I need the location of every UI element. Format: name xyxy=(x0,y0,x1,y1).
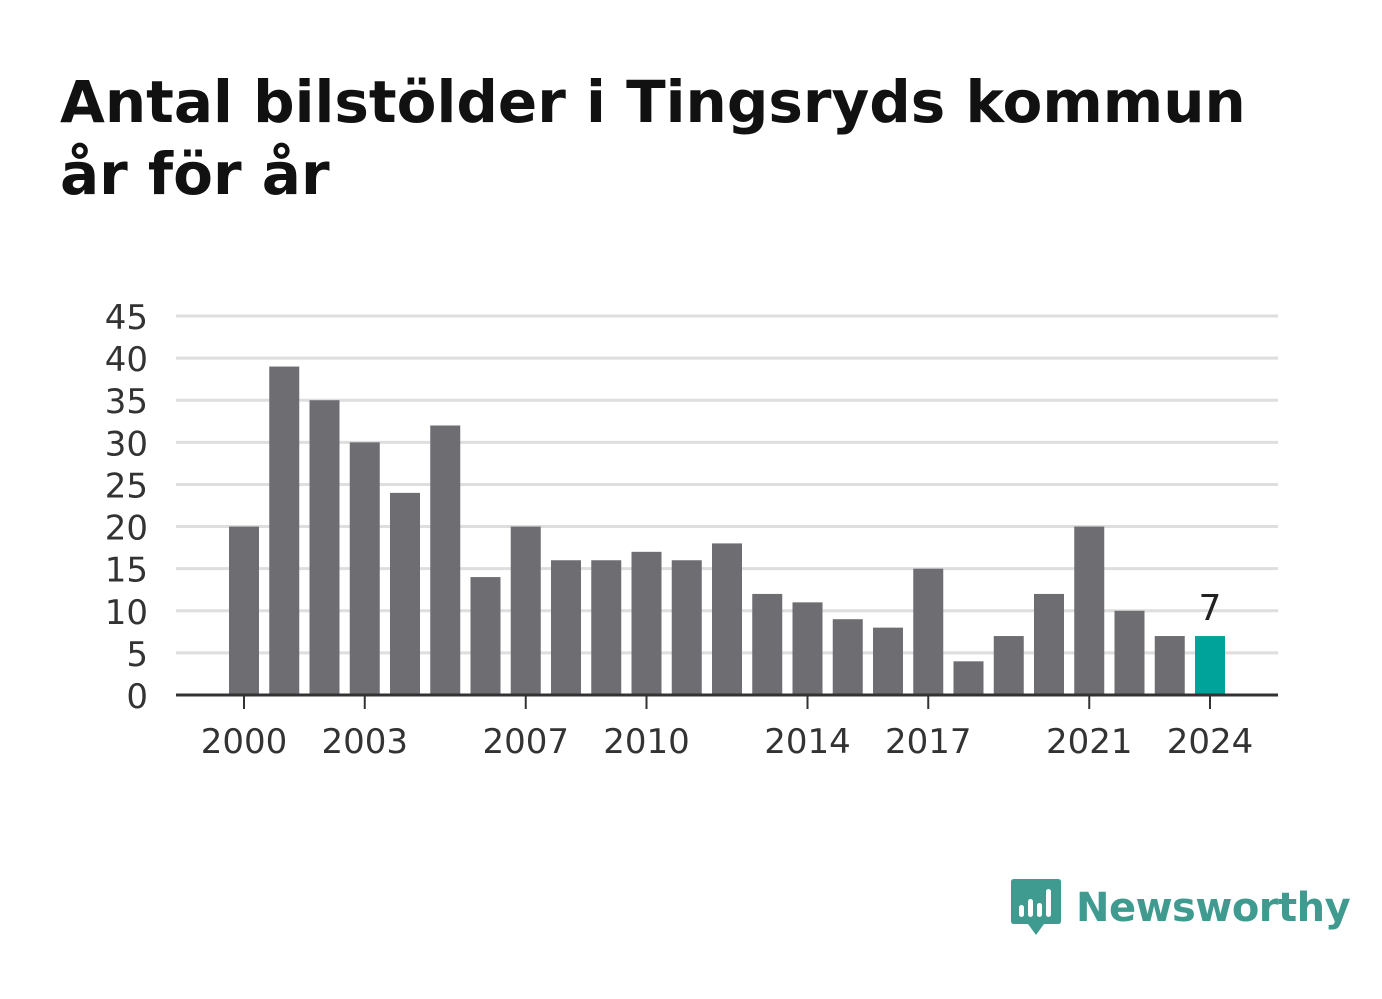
bar-2001 xyxy=(269,366,300,695)
y-tick-label: 45 xyxy=(105,298,148,338)
y-tick-label: 30 xyxy=(105,424,148,464)
bar-2021 xyxy=(1074,526,1105,695)
bar-2000 xyxy=(229,526,259,695)
bar-2018 xyxy=(953,661,984,695)
bar-2023 xyxy=(1154,636,1185,695)
bar-2004 xyxy=(390,492,420,695)
data-label-2024: 7 xyxy=(1199,588,1222,629)
x-tick-label: 2014 xyxy=(764,722,851,762)
bar-2007 xyxy=(510,526,541,695)
bar-2006 xyxy=(470,577,501,695)
y-tick-label: 10 xyxy=(105,593,148,633)
bar-2011 xyxy=(671,560,702,695)
brand-name: Newsworthy xyxy=(1076,885,1351,931)
x-tick-label: 2010 xyxy=(603,722,690,762)
x-axis-labels: 2000 2003 2007 2010 2014 2017 2021 2024 xyxy=(201,695,1254,762)
x-tick-label: 2021 xyxy=(1046,722,1133,762)
y-tick-label: 5 xyxy=(126,635,148,675)
x-tick-label: 2007 xyxy=(482,722,569,762)
bar-2017 xyxy=(913,568,944,695)
bar-2022 xyxy=(1114,610,1145,695)
newsworthy-logo: Newsworthy xyxy=(1010,876,1351,940)
x-tick-label: 2017 xyxy=(885,722,972,762)
x-tick-label: 2000 xyxy=(201,722,288,762)
bar-2005 xyxy=(430,425,461,695)
bar-2020 xyxy=(1034,593,1064,695)
y-tick-label: 0 xyxy=(126,677,148,717)
bar-2002 xyxy=(309,400,340,695)
bar-2014 xyxy=(792,602,823,695)
bar-2010 xyxy=(631,551,662,695)
x-tick-label: 2003 xyxy=(321,722,408,762)
bar-2013 xyxy=(752,593,783,695)
annotations: 7 xyxy=(1199,588,1222,629)
chart-speech-bubble-icon xyxy=(1011,879,1061,935)
bar-2009 xyxy=(591,560,622,695)
bar-2003 xyxy=(349,442,380,695)
y-tick-label: 20 xyxy=(105,509,148,549)
y-tick-label: 35 xyxy=(105,382,148,422)
y-tick-label: 25 xyxy=(105,466,148,506)
bar-2012 xyxy=(712,543,742,695)
y-tick-label: 40 xyxy=(105,340,148,380)
bar-2019 xyxy=(993,636,1024,695)
bars xyxy=(176,366,1278,697)
y-tick-label: 15 xyxy=(105,551,148,591)
chart-title: Antal bilstölder i Tingsryds kommun år f… xyxy=(60,68,1246,208)
bar-2008 xyxy=(551,560,581,695)
x-tick-label: 2024 xyxy=(1167,722,1254,762)
bar-2024 xyxy=(1195,636,1225,695)
bar-2015 xyxy=(832,619,863,695)
bar-2016 xyxy=(873,627,903,695)
